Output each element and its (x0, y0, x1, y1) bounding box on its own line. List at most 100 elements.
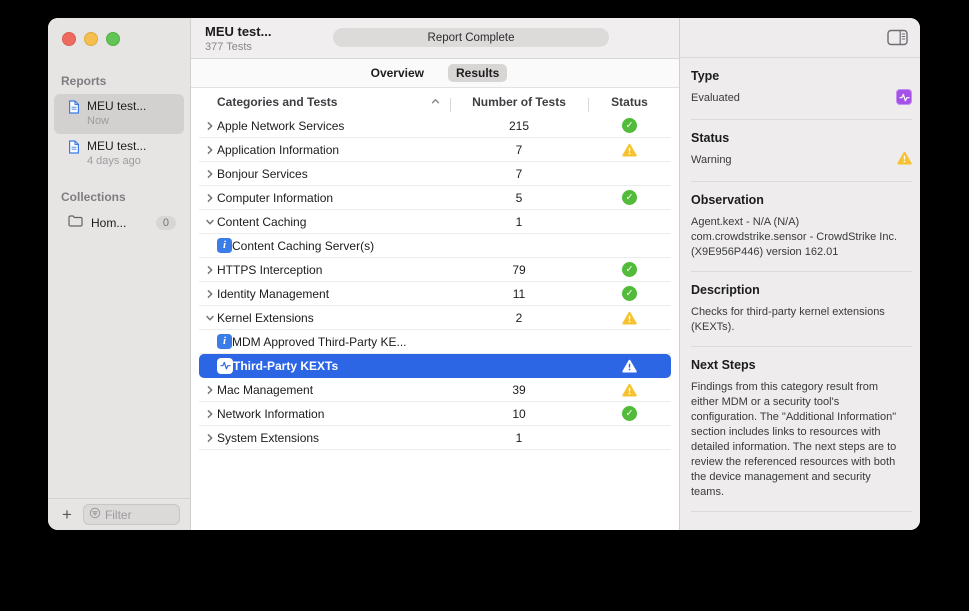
titlebar: MEU test... 377 Tests Report Complete (191, 18, 679, 59)
status-warning-icon (622, 143, 637, 157)
chevron-right-icon (205, 433, 215, 443)
chevron-right-icon (205, 385, 215, 395)
tab-overview[interactable]: Overview (363, 64, 432, 82)
add-report-button[interactable]: + (62, 505, 72, 524)
minimize-window-button[interactable] (84, 32, 98, 46)
disclosure-cell[interactable] (203, 121, 217, 131)
table-row-13[interactable]: System Extensions 1 (199, 426, 671, 450)
status-warning-icon (622, 311, 637, 325)
table-row-5[interactable]: i Content Caching Server(s) (199, 234, 671, 258)
chevron-right-icon (205, 409, 215, 419)
toggle-inspector-button[interactable] (885, 27, 910, 48)
disclosure-cell[interactable] (203, 385, 217, 395)
status-success-icon: ✓ (622, 190, 637, 205)
warning-icon (897, 151, 912, 165)
status-success-icon: ✓ (622, 406, 637, 421)
column-header-tests[interactable]: Number of Tests (450, 95, 588, 112)
section-divider (691, 118, 912, 120)
inspector-section-status: Status Warning (680, 120, 920, 182)
section-divider (691, 180, 912, 182)
filter-field[interactable] (82, 504, 180, 525)
table-row-7[interactable]: Identity Management 11 ✓ (199, 282, 671, 306)
window-subtitle: 377 Tests (205, 41, 252, 53)
evaluated-test-icon (217, 357, 233, 374)
section-divider (691, 345, 912, 347)
table-header-row: Categories and Tests Number of Tests Sta… (199, 91, 671, 112)
window-title: MEU test... (205, 24, 272, 39)
disclosure-cell[interactable] (203, 313, 217, 323)
disclosure-cell[interactable] (203, 433, 217, 443)
column-header-status[interactable]: Status (588, 95, 671, 112)
status-success-icon: ✓ (622, 286, 637, 301)
table-row-2[interactable]: Bonjour Services 7 (199, 162, 671, 186)
section-divider (691, 510, 912, 512)
view-tabs: Overview Results (191, 59, 679, 88)
disclosure-cell[interactable] (203, 217, 217, 227)
inspector-sections: Type Evaluated Status Warning Observatio… (680, 58, 920, 512)
results-table: Categories and Tests Number of Tests Sta… (191, 88, 679, 530)
chevron-right-icon (205, 121, 215, 131)
evaluated-type-icon (896, 89, 912, 105)
inspector-toolbar (680, 18, 920, 58)
table-body: Apple Network Services 215 ✓ Application… (199, 114, 671, 450)
status-success-icon: ✓ (622, 262, 637, 277)
main-content: MEU test... 377 Tests Report Complete Ov… (191, 18, 679, 530)
sidebar-report-item-0[interactable]: MEU test... Now (54, 94, 184, 134)
status-success-icon: ✓ (622, 118, 637, 133)
chevron-right-icon (205, 265, 215, 275)
table-row-8[interactable]: Kernel Extensions 2 (199, 306, 671, 330)
table-row-0[interactable]: Apple Network Services 215 ✓ (199, 114, 671, 138)
chevron-down-icon (205, 313, 215, 323)
sidebar: Reports MEU test... Now MEU test... 4 da… (48, 18, 191, 530)
status-warning-icon (622, 359, 637, 373)
info-icon: i (217, 334, 232, 349)
document-icon (68, 140, 80, 159)
chevron-right-icon (205, 289, 215, 299)
info-icon: i (217, 238, 232, 253)
filter-icon (89, 506, 101, 524)
traffic-lights (48, 18, 190, 58)
status-warning-icon (622, 383, 637, 397)
filter-input[interactable] (104, 507, 174, 522)
table-row-1[interactable]: Application Information 7 (199, 138, 671, 162)
collections-list: Hom... 0 (48, 208, 190, 238)
close-window-button[interactable] (62, 32, 76, 46)
inspector-panel: Type Evaluated Status Warning Observatio… (679, 18, 920, 530)
tab-results[interactable]: Results (448, 64, 508, 82)
sidebar-footer: + (48, 498, 190, 530)
table-row-11[interactable]: Mac Management 39 (199, 378, 671, 402)
disclosure-cell[interactable] (203, 193, 217, 203)
inspector-section-type: Type Evaluated (680, 58, 920, 120)
disclosure-cell[interactable] (203, 145, 217, 155)
table-row-12[interactable]: Network Information 10 ✓ (199, 402, 671, 426)
disclosure-cell[interactable] (203, 409, 217, 419)
table-row-4[interactable]: Content Caching 1 (199, 210, 671, 234)
column-header-categories[interactable]: Categories and Tests (217, 95, 450, 109)
table-row-9[interactable]: i MDM Approved Third-Party KE... (199, 330, 671, 354)
disclosure-cell[interactable] (203, 265, 217, 275)
inspector-section-next-steps: Next Steps Findings from this category r… (680, 347, 920, 512)
sidebar-toggle-icon (887, 29, 908, 46)
sidebar-collection-item[interactable]: Hom... 0 (48, 208, 190, 238)
table-row-3[interactable]: Computer Information 5 ✓ (199, 186, 671, 210)
collection-count-badge: 0 (155, 216, 176, 230)
reports-section-header: Reports (61, 74, 107, 88)
document-icon (68, 100, 80, 119)
chevron-right-icon (205, 169, 215, 179)
chevron-down-icon (205, 217, 215, 227)
table-row-10[interactable]: Third-Party KEXTs (199, 354, 671, 378)
sort-ascending-icon (431, 98, 440, 105)
disclosure-cell[interactable] (203, 289, 217, 299)
report-progress-label: Report Complete (427, 31, 515, 44)
zoom-window-button[interactable] (106, 32, 120, 46)
inspector-section-description: Description Checks for third-party kerne… (680, 272, 920, 347)
report-progress-bar: Report Complete (333, 28, 609, 47)
reports-list: MEU test... Now MEU test... 4 days ago (54, 94, 184, 174)
table-row-6[interactable]: HTTPS Interception 79 ✓ (199, 258, 671, 282)
sidebar-report-item-1[interactable]: MEU test... 4 days ago (54, 134, 184, 174)
app-window: Reports MEU test... Now MEU test... 4 da… (48, 18, 920, 530)
inspector-section-observation: Observation Agent.kext - N/A (N/A) com.c… (680, 182, 920, 272)
chevron-right-icon (205, 145, 215, 155)
disclosure-cell[interactable] (203, 169, 217, 179)
chevron-right-icon (205, 193, 215, 203)
